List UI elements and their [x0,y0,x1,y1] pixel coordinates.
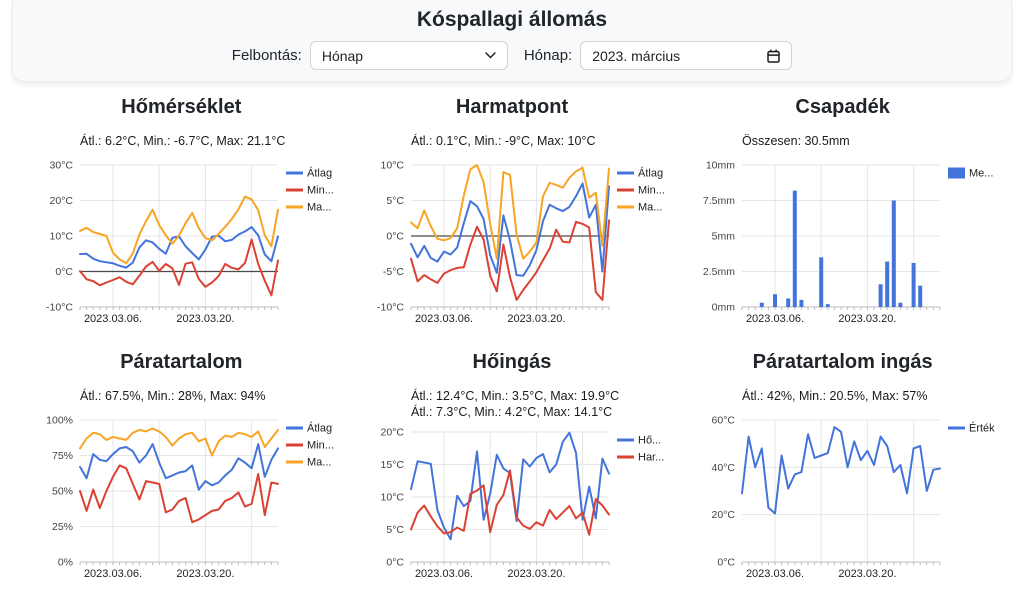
chart-temperature: Hőmérséklet Átl.: 6.2°C, Min.: -6.7°C, M… [16,90,347,331]
svg-text:Átl.: 6.2°C, Min.: -6.7°C, Max: Átl.: 6.2°C, Min.: -6.7°C, Max: 21.1°C [80,133,285,148]
svg-text:25%: 25% [52,521,73,533]
svg-text:7.5mm: 7.5mm [703,195,735,207]
svg-text:Átl.: 12.4°C, Min.: 3.5°C, Max: Átl.: 12.4°C, Min.: 3.5°C, Max: 19.9°C [411,388,619,403]
svg-text:Min...: Min... [307,440,334,452]
chart-title: Harmatpont [455,96,569,118]
svg-text:0%: 0% [58,557,73,569]
svg-text:60°C: 60°C [711,415,735,427]
svg-text:15°C: 15°C [381,459,405,471]
svg-text:40°C: 40°C [711,462,735,474]
precipitation-chart-canvas: Összesen: 30.5mm 10mm 7.5mm 5mm 2.5mm 0mm 2023… [703,134,994,325]
svg-text:0°C: 0°C [717,557,735,569]
svg-text:30°C: 30°C [50,160,74,172]
month-label: Hónap: [523,47,573,64]
chart-title: Hőingás [472,351,552,373]
svg-text:Átl.: 7.3°C, Min.: 4.2°C, Max:: Átl.: 7.3°C, Min.: 4.2°C, Max: 14.1°C [411,404,612,419]
svg-text:2023.03.06.: 2023.03.06. [415,313,473,325]
resolution-select-value: Hónap [321,47,364,64]
svg-text:Átlag: Átlag [638,167,663,180]
humidity-chart-canvas: Átl.: 67.5%, Min.: 28%, Max: 94% 100% 75% 5… [46,388,334,580]
chart-humidity: Páratartalom Átl.: 67.5%, Min.: 28%, Max… [16,345,347,586]
svg-text:Összesen: 30.5mm: Összesen: 30.5mm [742,134,850,148]
svg-text:2023.03.20.: 2023.03.20. [177,313,235,325]
svg-text:0°C: 0°C [56,266,74,278]
calendar-icon[interactable] [767,49,780,63]
chevron-down-icon [485,52,496,59]
svg-text:Ma...: Ma... [307,202,331,214]
svg-text:-10°C: -10°C [377,302,404,314]
resolution-label: Felbontás: [231,47,302,64]
svg-text:Min...: Min... [638,185,665,197]
svg-text:2023.03.20.: 2023.03.20. [507,313,565,325]
svg-text:2023.03.20.: 2023.03.20. [177,568,235,580]
page-title: Kóspallagi állomás [416,8,608,31]
svg-text:0°C: 0°C [386,231,404,243]
month-input[interactable]: 2023. március [580,41,793,70]
svg-text:Átl.: 42%, Min.: 20.5%, Max: 5: Átl.: 42%, Min.: 20.5%, Max: 57% [742,388,928,403]
svg-text:Ma...: Ma... [638,202,662,214]
month-input-value: 2023. március [592,47,681,64]
chart-title: Páratartalom [120,351,243,373]
svg-text:Átlag: Átlag [307,167,332,180]
chart-temperature-range: Hőingás Átl.: 12.4°C, Min.: 3.5°C, Max: … [347,345,678,586]
svg-text:0mm: 0mm [711,302,735,314]
temperature-range-chart-canvas: Átl.: 12.4°C, Min.: 3.5°C, Max: 19.9°CÁt… [381,388,665,580]
chart-title: Páratartalom ingás [752,351,933,373]
humidity-range-chart-canvas: Átl.: 42%, Min.: 20.5%, Max: 57% 60°C 40°C… [711,388,995,580]
svg-text:2023.03.06.: 2023.03.06. [84,313,142,325]
svg-text:5mm: 5mm [711,231,735,243]
controls-row: Felbontás: Hónap Hónap: 2023. március [13,41,1011,70]
svg-text:2023.03.06.: 2023.03.06. [415,568,473,580]
svg-text:10°C: 10°C [50,231,74,243]
svg-text:0°C: 0°C [386,557,404,569]
svg-text:2023.03.20.: 2023.03.20. [507,568,565,580]
temperature-chart-canvas: Átl.: 6.2°C, Min.: -6.7°C, Max: 21.1°C 30… [46,133,334,325]
svg-text:100%: 100% [46,415,73,427]
charts-grid: Hőmérséklet Átl.: 6.2°C, Min.: -6.7°C, M… [0,82,1024,586]
chart-humidity-range: Páratartalom ingás Átl.: 42%, Min.: 20.5… [677,345,1008,586]
svg-text:Érték: Érték [969,422,995,435]
svg-text:Me...: Me... [969,168,993,180]
svg-text:20°C: 20°C [50,195,74,207]
svg-text:5°C: 5°C [386,524,404,536]
svg-text:5°C: 5°C [386,195,404,207]
svg-text:2023.03.06.: 2023.03.06. [84,568,142,580]
svg-text:2023.03.20.: 2023.03.20. [838,568,896,580]
svg-text:50%: 50% [52,486,73,498]
chart-title: Hőmérséklet [121,96,242,118]
svg-text:Min...: Min... [307,185,334,197]
svg-text:2.5mm: 2.5mm [703,266,735,278]
svg-text:Átl.: 0.1°C, Min.: -9°C, Max:: Átl.: 0.1°C, Min.: -9°C, Max: 10°C [411,133,596,148]
svg-text:20°C: 20°C [381,427,405,439]
svg-text:75%: 75% [52,450,73,462]
svg-text:Ma...: Ma... [307,457,331,469]
svg-text:Átl.: 67.5%, Min.: 28%, Max: 9: Átl.: 67.5%, Min.: 28%, Max: 94% [80,388,266,403]
chart-precipitation: Csapadék Összesen: 30.5mm 10mm 7.5mm 5mm 2.5… [677,90,1008,331]
svg-text:-10°C: -10°C [46,302,73,314]
svg-text:Har...: Har... [638,452,664,464]
svg-text:2023.03.06.: 2023.03.06. [746,568,804,580]
svg-text:20°C: 20°C [711,509,735,521]
chart-title: Csapadék [795,96,890,118]
svg-text:Átlag: Átlag [307,422,332,435]
chart-dew-point: Harmatpont Átl.: 0.1°C, Min.: -9°C, Max:… [347,90,678,331]
svg-text:2023.03.20.: 2023.03.20. [838,313,896,325]
dew-point-chart-canvas: Átl.: 0.1°C, Min.: -9°C, Max: 10°C 10°C 5°… [377,133,665,325]
svg-text:2023.03.06.: 2023.03.06. [746,313,804,325]
svg-text:Hő...: Hő... [638,435,661,447]
header-card: Kóspallagi állomás Felbontás: Hónap Hóna… [12,0,1012,82]
svg-text:-5°C: -5°C [383,266,405,278]
svg-text:10°C: 10°C [381,492,405,504]
svg-text:10mm: 10mm [705,160,734,172]
svg-text:10°C: 10°C [381,160,405,172]
resolution-select[interactable]: Hónap [309,41,508,70]
